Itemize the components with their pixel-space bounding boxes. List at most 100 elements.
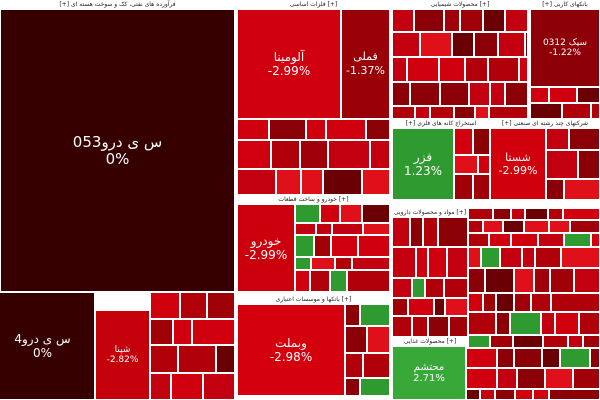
tile[interactable]	[330, 270, 347, 292]
tile[interactable]	[392, 57, 407, 82]
tile[interactable]	[545, 368, 573, 389]
tile[interactable]	[454, 155, 478, 174]
tile[interactable]	[465, 57, 488, 82]
tile[interactable]	[500, 247, 522, 268]
tile[interactable]	[577, 87, 600, 103]
tile[interactable]: وبملت -2.98%	[237, 304, 345, 396]
tile[interactable]	[535, 247, 561, 268]
tile[interactable]	[345, 304, 360, 326]
tile[interactable]	[590, 348, 600, 368]
tile[interactable]	[331, 235, 358, 257]
tile[interactable]	[445, 298, 468, 316]
tile[interactable]	[497, 368, 517, 389]
tile[interactable]	[534, 268, 550, 293]
tile[interactable]	[150, 373, 171, 400]
tile[interactable]	[468, 220, 483, 233]
tile[interactable]	[468, 268, 485, 293]
tile[interactable]	[574, 268, 600, 293]
tile[interactable]	[498, 32, 525, 57]
tile[interactable]	[362, 204, 390, 223]
tile[interactable]	[295, 235, 314, 257]
tile[interactable]	[392, 82, 410, 106]
tile[interactable]	[363, 353, 390, 378]
tile[interactable]	[503, 220, 524, 233]
tile[interactable]	[561, 247, 600, 268]
tile[interactable]	[513, 335, 543, 348]
tile[interactable]	[363, 223, 390, 235]
tile[interactable]	[271, 140, 300, 169]
tile[interactable]: آلومینا -2.99%	[237, 9, 341, 119]
tile[interactable]: س ی درو053 0%	[0, 9, 235, 292]
tile[interactable]	[468, 312, 496, 335]
sector-header[interactable]: خودرو و ساخت قطعات [+]	[237, 195, 390, 204]
tile[interactable]	[447, 247, 468, 278]
tile[interactable]	[460, 9, 483, 32]
tile[interactable]	[466, 389, 480, 400]
tile[interactable]	[511, 208, 525, 220]
tile[interactable]: فزر 1.23%	[392, 128, 454, 200]
tile[interactable]	[490, 82, 505, 106]
tile[interactable]	[564, 233, 591, 247]
tile[interactable]	[310, 270, 330, 292]
tile[interactable]	[485, 268, 514, 293]
tile[interactable]	[203, 373, 235, 400]
tile[interactable]	[550, 268, 574, 293]
tile[interactable]	[490, 335, 513, 348]
tile[interactable]	[531, 293, 551, 312]
tile[interactable]	[392, 298, 408, 316]
tile[interactable]	[489, 233, 511, 247]
tile[interactable]	[475, 106, 489, 119]
tile[interactable]	[340, 204, 362, 223]
tile[interactable]	[533, 389, 549, 400]
tile[interactable]	[412, 278, 425, 298]
tile[interactable]	[530, 103, 562, 119]
tile[interactable]: فملی -1.37%	[341, 9, 390, 119]
sector-header[interactable]: [+] استخراج کانه های فلزی	[392, 119, 490, 128]
tile[interactable]	[434, 298, 445, 316]
sector-header[interactable]: محصولات غذایی [+]	[392, 337, 468, 346]
tile[interactable]	[560, 348, 590, 368]
tile[interactable]	[216, 345, 235, 373]
tile[interactable]	[551, 293, 600, 312]
tile[interactable]	[237, 140, 271, 169]
tile[interactable]	[454, 128, 473, 155]
tile[interactable]	[541, 312, 555, 335]
tile[interactable]	[452, 32, 474, 57]
tile[interactable]	[538, 233, 564, 247]
tile[interactable]	[468, 293, 483, 312]
tile[interactable]	[171, 373, 203, 400]
tile[interactable]	[444, 9, 460, 32]
tile[interactable]	[546, 128, 569, 150]
tile[interactable]	[392, 9, 414, 32]
tile[interactable]	[306, 119, 326, 140]
tile[interactable]	[150, 292, 180, 319]
tile[interactable]	[416, 247, 428, 278]
tile[interactable]	[514, 268, 534, 293]
tile[interactable]	[493, 208, 511, 220]
tile[interactable]	[514, 293, 531, 312]
tile[interactable]	[420, 32, 452, 57]
tile[interactable]	[415, 106, 430, 119]
tile[interactable]: سیک 0312 -1.22%	[530, 9, 600, 87]
tile[interactable]	[438, 217, 468, 247]
tile[interactable]	[345, 353, 363, 378]
tile[interactable]	[269, 119, 306, 140]
tile[interactable]: س ی درو4 0%	[0, 292, 95, 400]
tile[interactable]: شپنا -2.82%	[95, 310, 150, 400]
tile[interactable]: شستا -2.99%	[490, 128, 546, 200]
tile[interactable]	[323, 169, 362, 195]
tile[interactable]	[444, 278, 468, 298]
tile[interactable]	[414, 9, 444, 32]
tile[interactable]	[568, 335, 583, 348]
tile[interactable]	[546, 150, 578, 179]
tile[interactable]	[301, 169, 323, 195]
tile[interactable]	[425, 278, 444, 298]
tile[interactable]	[546, 179, 564, 200]
tile[interactable]	[515, 389, 533, 400]
tile[interactable]	[392, 32, 420, 57]
tile[interactable]	[449, 316, 468, 337]
tile[interactable]	[410, 217, 423, 247]
tile[interactable]	[408, 298, 434, 316]
tile[interactable]	[578, 150, 600, 179]
tile[interactable]	[468, 335, 490, 348]
